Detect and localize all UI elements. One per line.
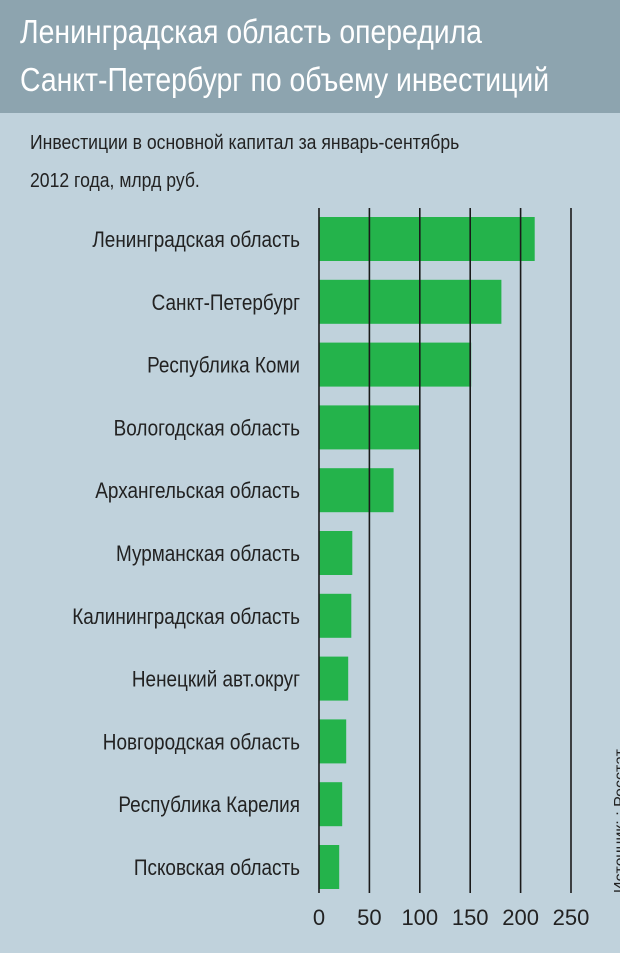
bar bbox=[319, 845, 340, 889]
bar bbox=[319, 468, 394, 513]
x-tick-label: 50 bbox=[357, 905, 381, 930]
x-tick-label: 0 bbox=[313, 905, 325, 930]
bar bbox=[319, 217, 535, 261]
category-label: Вологодская область bbox=[114, 415, 300, 440]
category-label: Ненецкий авт.округ bbox=[132, 667, 300, 692]
bar bbox=[319, 342, 472, 387]
bar bbox=[319, 656, 349, 701]
bar bbox=[319, 531, 353, 575]
header-banner: Ленинградская область опередила Санкт-Пе… bbox=[0, 0, 620, 113]
category-label: Калининградская область bbox=[72, 604, 300, 629]
subtitle-line-2: 2012 года, млрд руб. bbox=[30, 170, 200, 192]
bar bbox=[319, 593, 352, 638]
category-label: Архангельская область bbox=[95, 478, 300, 503]
subtitle-line-1: Инвестиции в основной капитал за январь-… bbox=[30, 132, 460, 154]
title-line-2: Санкт-Петербург по объему инвестиций bbox=[20, 61, 550, 98]
bar bbox=[319, 782, 343, 827]
x-tick-label: 100 bbox=[401, 905, 438, 930]
bar bbox=[319, 279, 502, 324]
category-label: Санкт-Петербург bbox=[152, 290, 300, 315]
title-line-1: Ленинградская область опередила bbox=[20, 13, 482, 50]
x-tick-label: 200 bbox=[502, 905, 539, 930]
category-label: Ленинградская область bbox=[92, 227, 300, 252]
chart-subtitle: Инвестиции в основной капитал за январь-… bbox=[30, 124, 576, 200]
category-label: Новгородская область bbox=[103, 729, 300, 754]
x-tick-label: 150 bbox=[452, 905, 489, 930]
source-note: Источник: : Росстат bbox=[612, 749, 620, 893]
category-label: Республика Коми bbox=[147, 353, 300, 378]
bar bbox=[319, 719, 347, 764]
chart-title: Ленинградская область опередила Санкт-Пе… bbox=[20, 8, 550, 104]
x-tick-label: 250 bbox=[553, 905, 590, 930]
category-label: Республика Карелия bbox=[118, 792, 300, 817]
category-label: Псковская область bbox=[134, 855, 300, 880]
category-label: Мурманская область bbox=[116, 541, 300, 566]
